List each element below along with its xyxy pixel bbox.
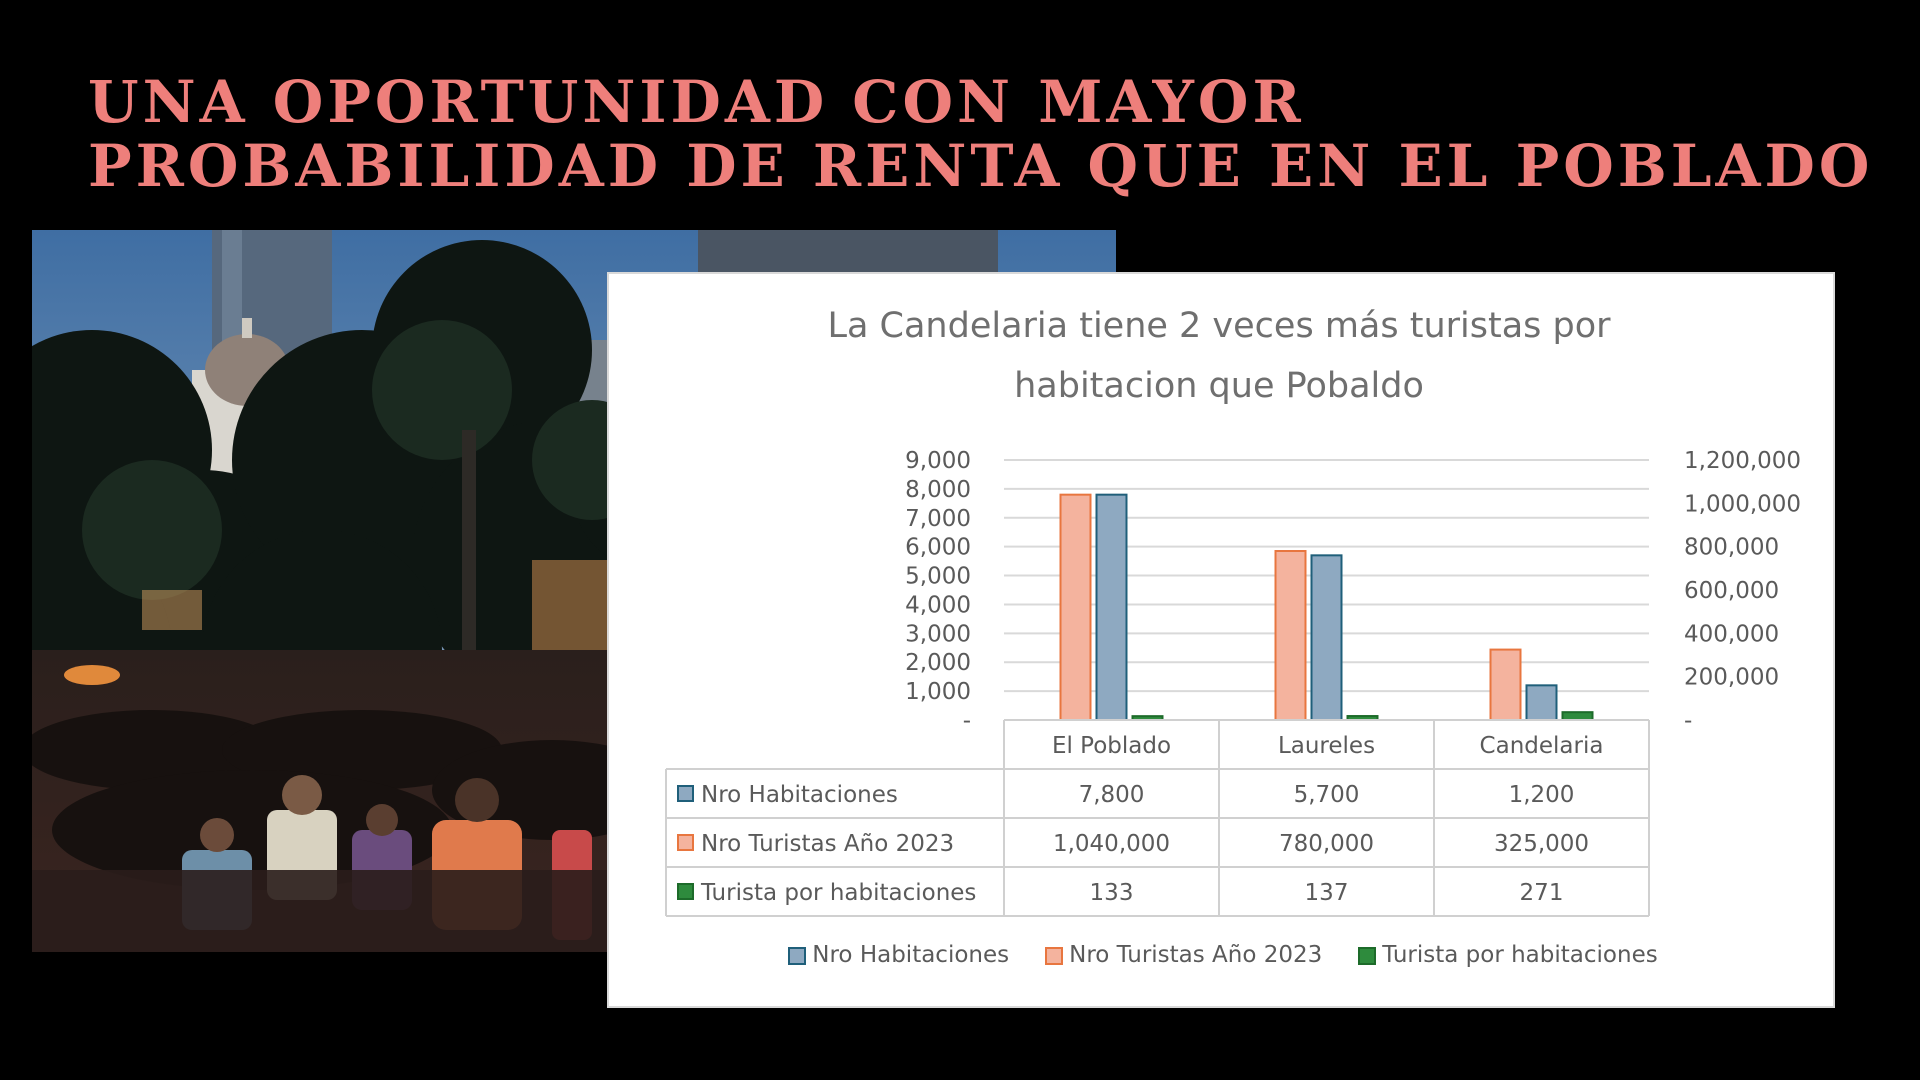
bar-nro-turistas-ano-2023-el-poblado [1059,493,1092,721]
chart-title: La Candelaria tiene 2 veces más turistas… [827,306,1611,406]
table-value-cell: 7,800 [1079,782,1145,808]
table-value-cell: 1,040,000 [1053,831,1170,857]
legend-item-nro-habitaciones: Nro Habitaciones [788,942,1009,968]
bar-nro-habitaciones-laureles [1310,554,1343,722]
table-category-header: Laureles [1278,733,1375,759]
right-axis-tick-label: 400,000 [1684,621,1779,647]
bar-turista-por-habitaciones-candelaria [1561,711,1594,722]
right-axis-tick-label: 800,000 [1684,535,1779,561]
table-value-cell: 1,200 [1509,782,1575,808]
table-category-header: El Poblado [1052,733,1171,759]
legend-item-nro-turistas-ano-2023: Nro Turistas Año 2023 [1045,942,1322,968]
headline-line-2: PROBABILIDAD DE RENTA QUE EN EL POBLADO [88,132,1874,200]
headline-line-1: UNA OPORTUNIDAD CON MAYOR [88,68,1305,136]
table-value-cell: 271 [1520,880,1564,906]
bar-nro-turistas-ano-2023-laureles [1274,550,1307,721]
left-axis-tick-label: 6,000 [905,535,971,561]
right-axis-tick-label: 1,200,000 [1684,448,1801,474]
legend-swatch [1358,946,1377,965]
left-axis-tick-label: 4,000 [905,592,971,618]
legend-label: Turista por habitaciones [1382,942,1658,968]
left-axis-tick-label: 1,000 [905,679,971,705]
table-value-cell: 133 [1090,880,1134,906]
table-category-header: Candelaria [1480,733,1604,759]
bar-nro-habitaciones-candelaria [1525,684,1558,722]
page-headline: UNA OPORTUNIDAD CON MAYOR PROBABILIDAD D… [88,70,1888,198]
table-series-label: Nro Habitaciones [701,782,898,808]
chart-card: La Candelaria tiene 2 veces más turistas… [607,272,1835,1008]
legend-swatch [788,946,807,965]
left-axis-tick-label: 2,000 [905,650,971,676]
table-series-swatch [677,883,694,900]
table-series-swatch [677,785,694,802]
legend-swatch [1045,946,1064,965]
table-value-cell: 325,000 [1494,831,1589,857]
left-axis-tick-label: 8,000 [905,477,971,503]
table-series-label: Nro Turistas Año 2023 [701,831,954,857]
left-axis-tick-label: 7,000 [905,506,971,532]
table-series-label: Turista por habitaciones [700,880,976,906]
right-axis-tick-label: 200,000 [1684,665,1779,691]
right-axis-tick-label: 1,000,000 [1684,491,1801,517]
table-series-swatch [677,834,694,851]
left-axis-tick-label: 5,000 [905,564,971,590]
table-value-cell: 137 [1305,880,1349,906]
left-axis-tick-label: 3,000 [905,621,971,647]
chart-legend: Nro Habitaciones Nro Turistas Año 2023 Tur… [609,942,1837,968]
bar-nro-turistas-ano-2023-candelaria [1489,648,1522,722]
legend-label: Nro Habitaciones [812,942,1010,968]
right-axis-tick-label: 600,000 [1684,578,1779,604]
left-axis-tick-label: 9,000 [905,448,971,474]
legend-label: Nro Turistas Año 2023 [1069,942,1323,968]
table-value-cell: 5,700 [1294,782,1360,808]
legend-item-turista-por-habitaciones: Turista por habitaciones [1358,942,1658,968]
table-value-cell: 780,000 [1279,831,1374,857]
right-axis-tick-label: - [1684,708,1692,734]
bar-nro-habitaciones-el-poblado [1095,493,1128,721]
left-axis-tick-label: - [963,708,971,734]
